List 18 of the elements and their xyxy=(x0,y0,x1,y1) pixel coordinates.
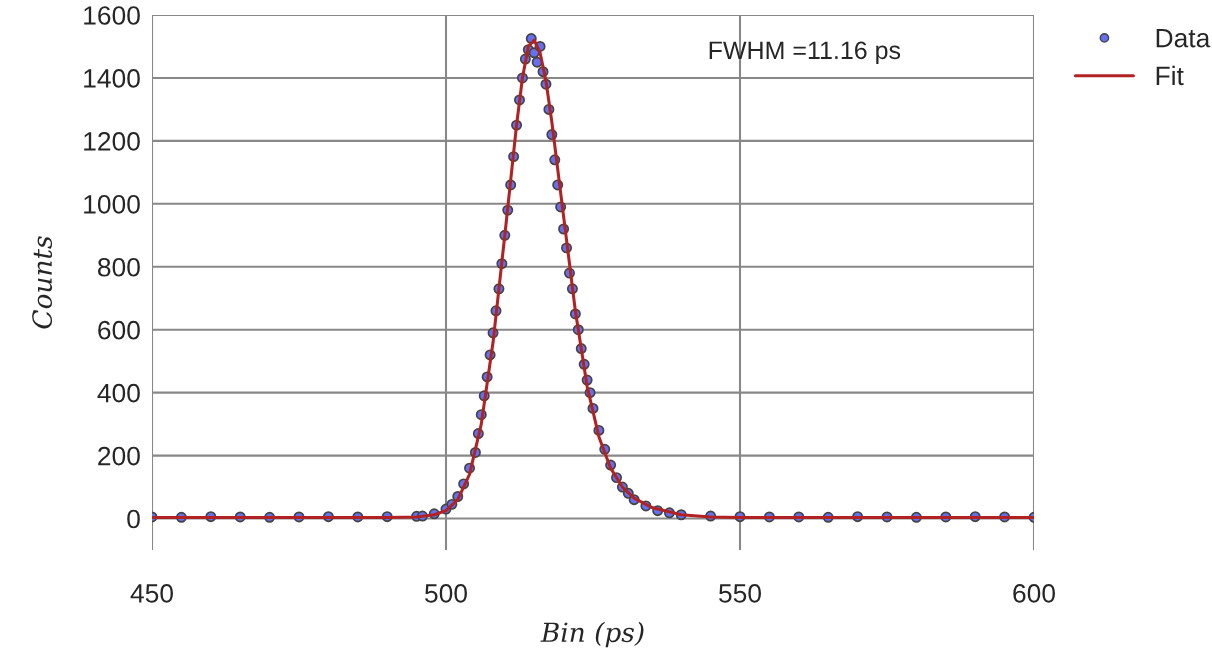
y-tick-label: 400 xyxy=(97,383,140,403)
legend-label: Data xyxy=(1156,29,1211,48)
y-tick-label: 1200 xyxy=(84,132,140,151)
y-axis-title: Counts xyxy=(32,236,53,329)
x-tick-label: 450 xyxy=(130,584,173,603)
legend-label: Fit xyxy=(1156,65,1184,86)
annotation: FWHM =11.16 ps xyxy=(709,41,901,65)
y-tick-label: 1600 xyxy=(84,6,140,25)
y-tick-label: 0 xyxy=(127,509,140,529)
x-axis-title: Bin (ps) xyxy=(540,621,644,648)
y-tick-label: 1400 xyxy=(84,69,140,88)
y-tick-label: 1000 xyxy=(84,194,140,214)
y-tick-label: 600 xyxy=(98,320,140,340)
x-tick-label: 600 xyxy=(1013,584,1055,603)
x-tick-label: 550 xyxy=(719,584,761,603)
y-tick-label: 800 xyxy=(98,257,140,277)
x-tick-label: 500 xyxy=(425,584,467,603)
y-tick-label: 200 xyxy=(98,446,140,466)
